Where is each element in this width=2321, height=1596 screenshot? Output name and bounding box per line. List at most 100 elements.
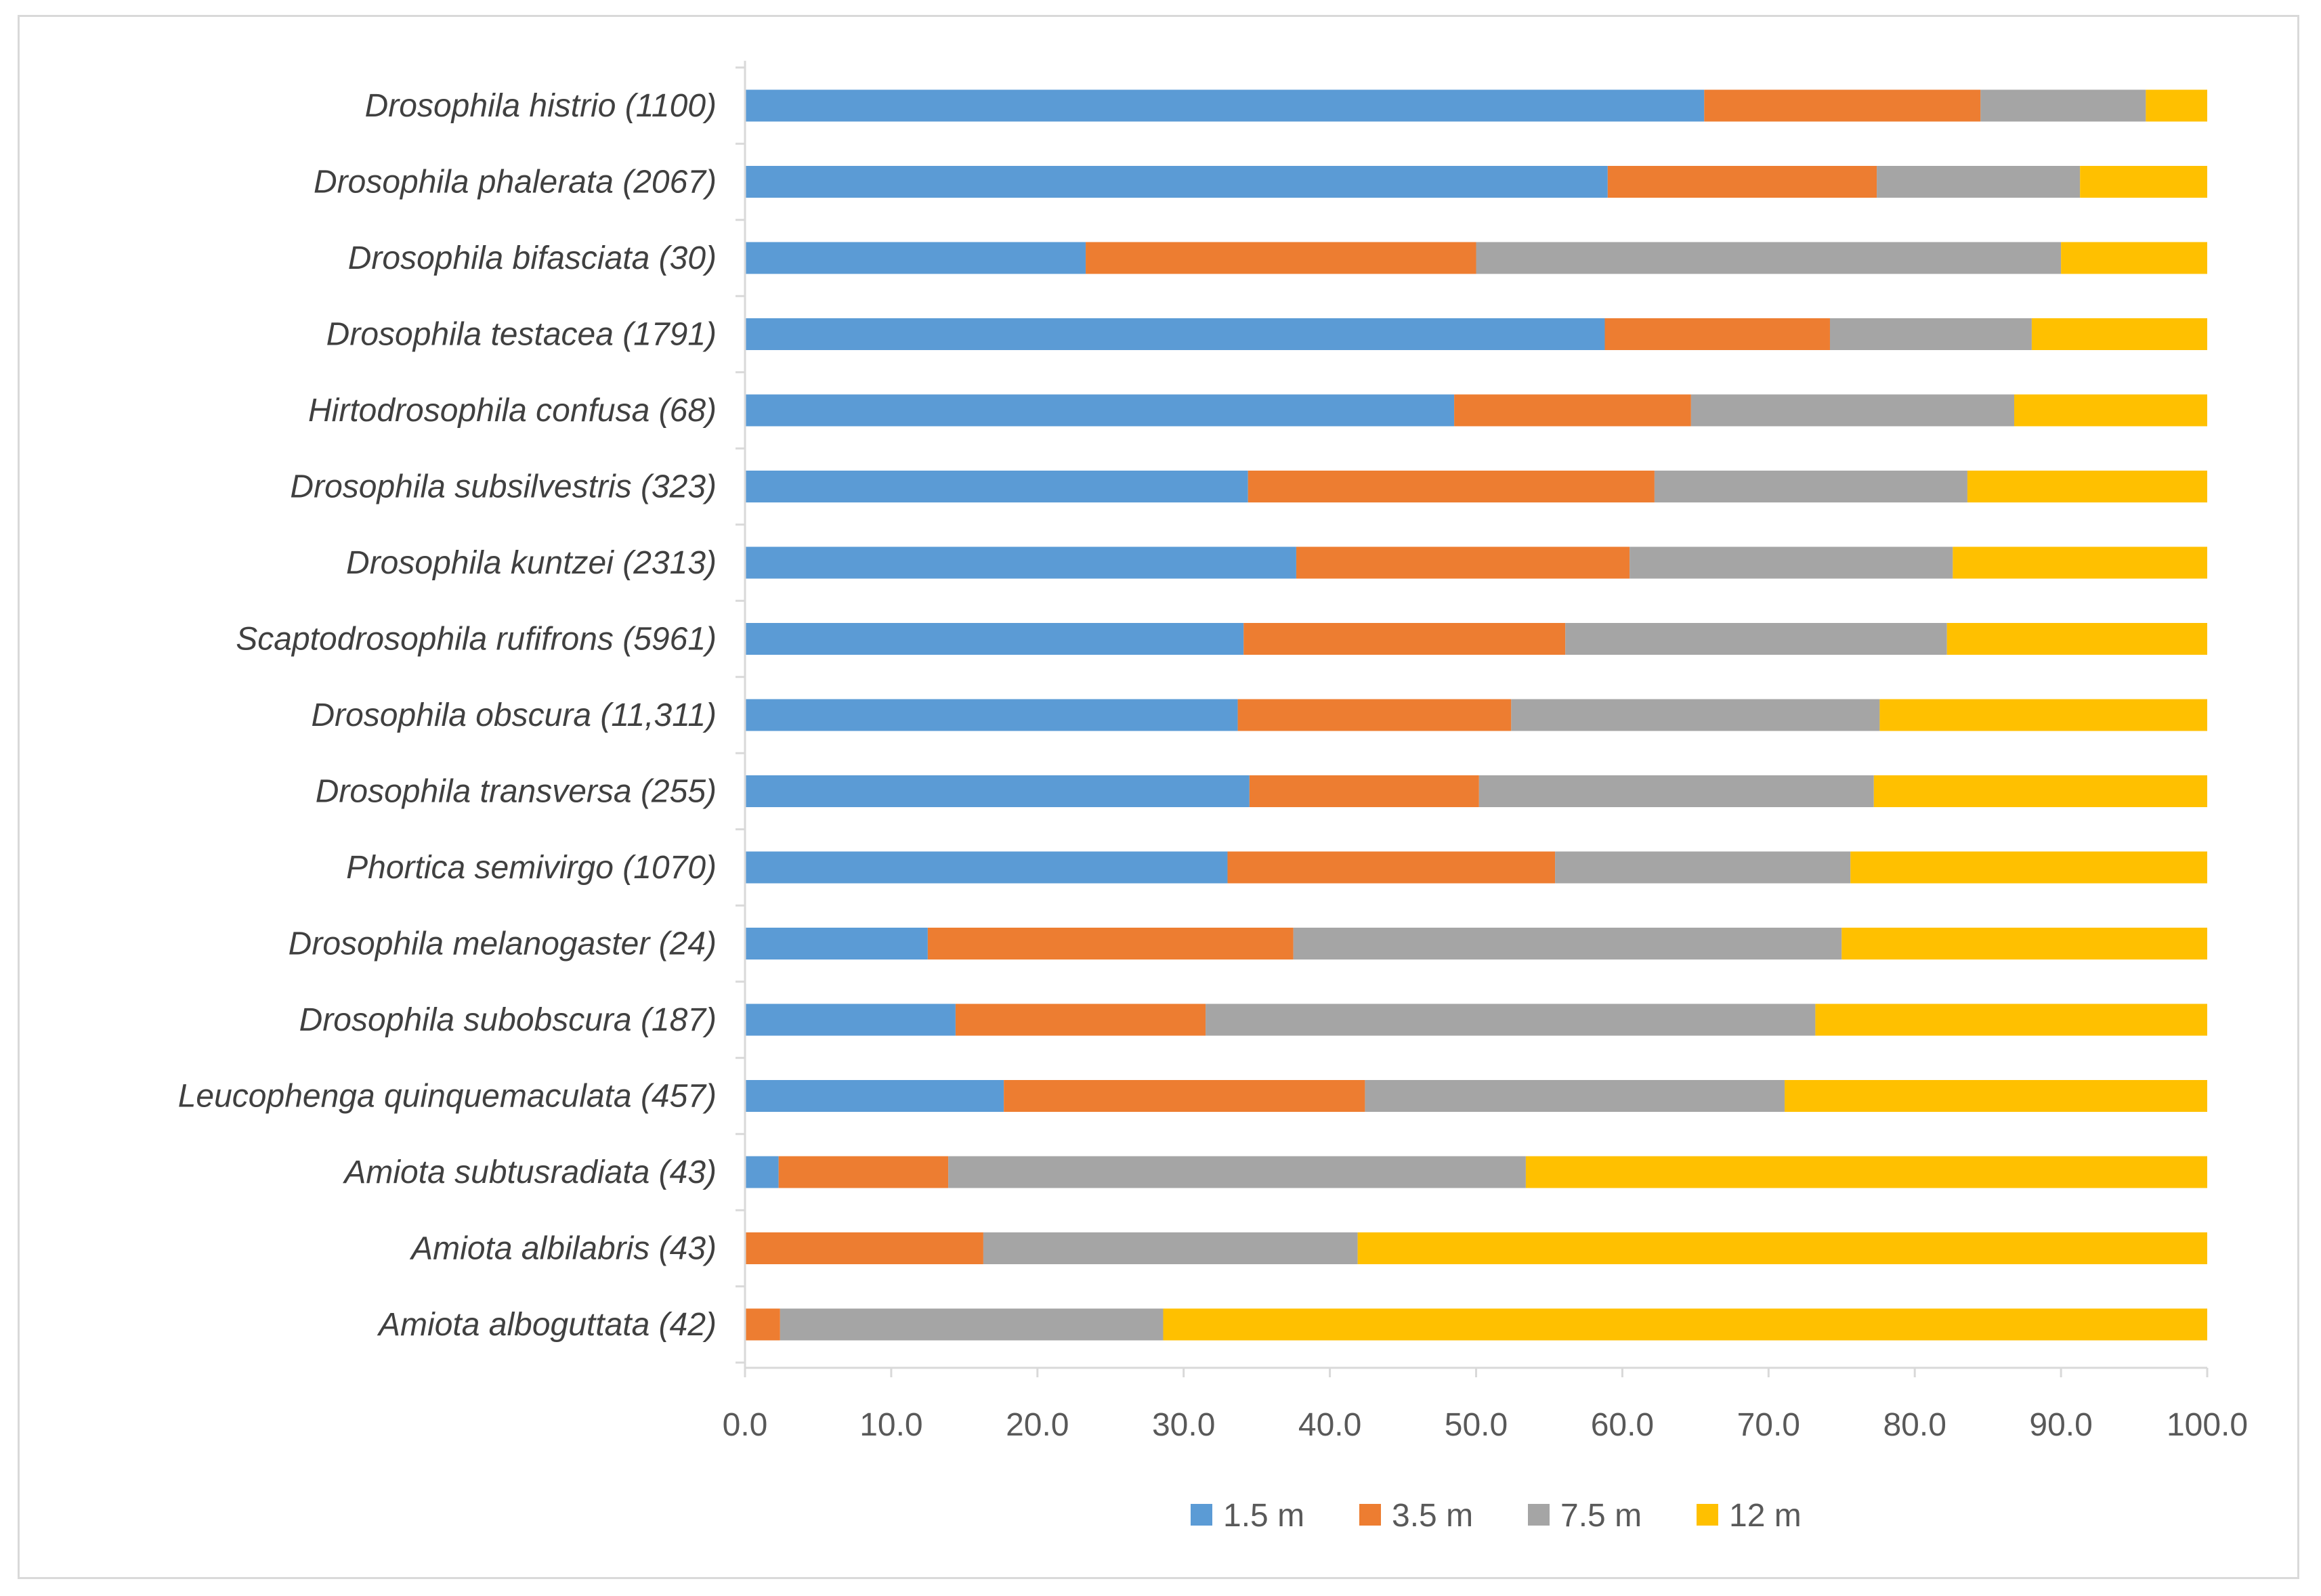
bar-leucophenga-quinquemaculata-457-12-m xyxy=(1785,1080,2207,1112)
legend-label-7-5-m: 7.5 m xyxy=(1560,1498,1642,1534)
bar-scaptodrosophila-rufifrons-5961-7-5-m xyxy=(1565,623,1947,655)
bar-drosophila-obscura-11-311-7-5-m xyxy=(1511,699,1880,731)
bar-drosophila-melanogaster-24-7-5-m xyxy=(1293,928,1842,959)
category-label-drosophila-kuntzei-2313: Drosophila kuntzei (2313) xyxy=(346,545,717,581)
x-tick-label-90-0: 90.0 xyxy=(2029,1407,2092,1443)
x-tick-label-20-0: 20.0 xyxy=(1006,1407,1069,1443)
bar-amiota-subtusradiata-43-1-5-m xyxy=(745,1156,779,1188)
bar-drosophila-transversa-255-12-m xyxy=(1873,775,2207,807)
legend-label-1-5-m: 1.5 m xyxy=(1223,1498,1304,1534)
bar-drosophila-phalerata-2067-7-5-m xyxy=(1877,166,2081,198)
bar-drosophila-kuntzei-2313-7-5-m xyxy=(1630,546,1953,579)
category-label-phortica-semivirgo-1070: Phortica semivirgo (1070) xyxy=(346,850,717,886)
bar-amiota-albilabris-43-3-5-m xyxy=(745,1232,983,1264)
category-label-amiota-albilabris-43: Amiota albilabris (43) xyxy=(409,1231,717,1267)
bar-drosophila-bifasciata-30-1-5-m xyxy=(745,242,1086,274)
category-label-amiota-subtusradiata-43: Amiota subtusradiata (43) xyxy=(342,1155,717,1190)
bar-drosophila-histrio-1100-3-5-m xyxy=(1704,89,1981,122)
bar-drosophila-melanogaster-24-3-5-m xyxy=(927,928,1294,959)
legend: 1.5 m 3.5 m 7.5 m 12 m xyxy=(1191,1498,1802,1534)
stacked-bar-chart: Drosophila histrio (1100) Drosophila phal… xyxy=(178,60,2248,1534)
x-tick-label-80-0: 80.0 xyxy=(1883,1407,1946,1443)
x-tick-label-50-0: 50.0 xyxy=(1445,1407,1508,1443)
bar-drosophila-obscura-11-311-12-m xyxy=(1879,699,2207,731)
axis-layer xyxy=(736,60,2209,1377)
category-label-hirtodrosophila-confusa-68: Hirtodrosophila confusa (68) xyxy=(308,393,717,429)
category-label-drosophila-subsilvestris-323: Drosophila subsilvestris (323) xyxy=(290,469,717,505)
bar-amiota-albilabris-43-7-5-m xyxy=(983,1232,1358,1264)
x-tick-label-100-0: 100.0 xyxy=(2167,1407,2248,1443)
bar-scaptodrosophila-rufifrons-5961-1-5-m xyxy=(745,623,1244,655)
legend-swatch-1-5-m xyxy=(1191,1504,1212,1526)
bar-leucophenga-quinquemaculata-457-3-5-m xyxy=(1004,1080,1365,1112)
bar-leucophenga-quinquemaculata-457-1-5-m xyxy=(745,1080,1004,1112)
category-label-drosophila-obscura-11-311: Drosophila obscura (11,311) xyxy=(311,697,717,733)
bar-drosophila-subsilvestris-323-7-5-m xyxy=(1654,471,1967,502)
category-label-drosophila-transversa-255: Drosophila transversa (255) xyxy=(316,774,717,810)
category-label-drosophila-subobscura-187: Drosophila subobscura (187) xyxy=(299,1002,717,1038)
bar-phortica-semivirgo-1070-3-5-m xyxy=(1227,851,1556,884)
bar-scaptodrosophila-rufifrons-5961-12-m xyxy=(1946,623,2207,655)
legend-label-12-m: 12 m xyxy=(1729,1498,1802,1534)
bar-amiota-subtusradiata-43-12-m xyxy=(1525,1156,2207,1188)
bars-layer xyxy=(745,89,2207,1341)
bar-hirtodrosophila-confusa-68-1-5-m xyxy=(745,394,1455,427)
category-label-leucophenga-quinquemaculata-457: Leucophenga quinquemaculata (457) xyxy=(178,1079,717,1115)
bar-hirtodrosophila-confusa-68-3-5-m xyxy=(1454,394,1691,427)
bar-hirtodrosophila-confusa-68-12-m xyxy=(2014,394,2207,427)
bar-drosophila-obscura-11-311-1-5-m xyxy=(745,699,1238,731)
bar-drosophila-subsilvestris-323-1-5-m xyxy=(745,471,1248,502)
legend-swatch-7-5-m xyxy=(1528,1504,1550,1526)
bar-phortica-semivirgo-1070-7-5-m xyxy=(1555,851,1851,884)
bar-drosophila-melanogaster-24-12-m xyxy=(1841,928,2207,959)
bar-amiota-alboguttata-42-12-m xyxy=(1163,1308,2207,1341)
category-label-drosophila-testacea-1791: Drosophila testacea (1791) xyxy=(326,317,717,353)
legend-swatch-3-5-m xyxy=(1359,1504,1381,1526)
bar-drosophila-bifasciata-30-3-5-m xyxy=(1086,242,1476,274)
bar-phortica-semivirgo-1070-1-5-m xyxy=(745,851,1228,884)
chart-frame: Drosophila histrio (1100) Drosophila phal… xyxy=(18,15,2299,1579)
bar-drosophila-transversa-255-1-5-m xyxy=(745,775,1250,807)
bar-drosophila-transversa-255-3-5-m xyxy=(1249,775,1479,807)
bar-drosophila-bifasciata-30-7-5-m xyxy=(1476,242,2062,274)
bar-leucophenga-quinquemaculata-457-7-5-m xyxy=(1365,1080,1785,1112)
bar-drosophila-subobscura-187-12-m xyxy=(1815,1004,2207,1036)
legend-swatch-12-m xyxy=(1697,1504,1718,1526)
bar-amiota-albilabris-43-12-m xyxy=(1357,1232,2207,1264)
category-label-amiota-alboguttata-42: Amiota alboguttata (42) xyxy=(377,1307,717,1343)
bar-amiota-subtusradiata-43-3-5-m xyxy=(778,1156,949,1188)
category-labels: Drosophila histrio (1100) Drosophila phal… xyxy=(178,88,717,1343)
bar-drosophila-kuntzei-2313-1-5-m xyxy=(745,546,1296,579)
x-tick-label-60-0: 60.0 xyxy=(1591,1407,1654,1443)
bar-amiota-alboguttata-42-7-5-m xyxy=(780,1308,1164,1341)
bar-drosophila-transversa-255-7-5-m xyxy=(1478,775,1874,807)
bar-amiota-alboguttata-42-3-5-m xyxy=(745,1308,780,1341)
bar-drosophila-kuntzei-2313-12-m xyxy=(1953,546,2207,579)
x-tick-label-70-0: 70.0 xyxy=(1737,1407,1800,1443)
bar-drosophila-bifasciata-30-12-m xyxy=(2061,242,2207,274)
bar-drosophila-testacea-1791-1-5-m xyxy=(745,318,1605,350)
category-label-drosophila-melanogaster-24: Drosophila melanogaster (24) xyxy=(289,926,717,962)
bar-drosophila-subobscura-187-3-5-m xyxy=(955,1004,1206,1036)
x-tick-label-40-0: 40.0 xyxy=(1298,1407,1361,1443)
bar-drosophila-phalerata-2067-3-5-m xyxy=(1607,166,1877,198)
bar-drosophila-phalerata-2067-12-m xyxy=(2080,166,2207,198)
bar-drosophila-histrio-1100-7-5-m xyxy=(1980,89,2146,122)
bar-drosophila-testacea-1791-7-5-m xyxy=(1829,318,2032,350)
bar-drosophila-subsilvestris-323-12-m xyxy=(1967,471,2207,502)
category-label-drosophila-bifasciata-30: Drosophila bifasciata (30) xyxy=(348,240,717,276)
x-tick-label-0-0: 0.0 xyxy=(723,1407,768,1443)
bar-drosophila-testacea-1791-12-m xyxy=(2031,318,2207,350)
bar-drosophila-testacea-1791-3-5-m xyxy=(1604,318,1830,350)
bar-drosophila-obscura-11-311-3-5-m xyxy=(1237,699,1512,731)
category-label-drosophila-histrio-1100: Drosophila histrio (1100) xyxy=(365,88,717,124)
bar-phortica-semivirgo-1070-12-m xyxy=(1850,851,2207,884)
category-label-drosophila-phalerata-2067: Drosophila phalerata (2067) xyxy=(314,165,717,200)
x-tick-label-10-0: 10.0 xyxy=(859,1407,922,1443)
category-label-scaptodrosophila-rufifrons-5961: Scaptodrosophila rufifrons (5961) xyxy=(236,622,717,657)
legend-label-3-5-m: 3.5 m xyxy=(1392,1498,1473,1534)
x-tick-labels: 0.0 10.0 20.0 30.0 40.0 50.0 60.0 70.0 80.0 90.0 1… xyxy=(723,1407,2248,1443)
bar-scaptodrosophila-rufifrons-5961-3-5-m xyxy=(1243,623,1566,655)
bar-drosophila-histrio-1100-12-m xyxy=(2146,89,2207,122)
bar-hirtodrosophila-confusa-68-7-5-m xyxy=(1690,394,2015,427)
